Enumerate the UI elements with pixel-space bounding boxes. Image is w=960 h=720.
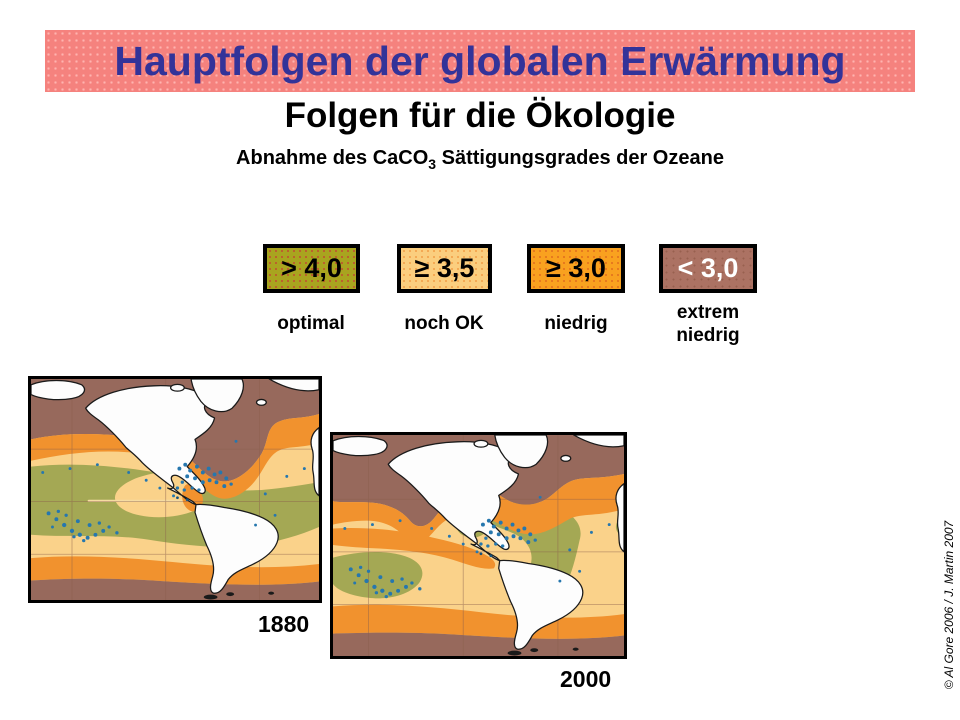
slide-header-bar: Hauptfolgen der globalen Erwärmung [45,30,915,92]
map-year-label-1880: 1880 [258,611,310,637]
caption-line: Abnahme des CaCO3 Sättigungsgrades der O… [0,147,960,172]
page-title: Hauptfolgen der globalen Erwärmung [114,37,846,84]
legend-label-extrem-niedrig: extrem niedrig [676,302,740,346]
caption-pre: Abnahme des CaCO [236,147,429,169]
caption-subscript: 3 [428,156,437,172]
legend-swatch-niedrig: ≥ 3,0 [527,244,625,293]
map-1880-graphic [31,379,319,600]
map-2000 [330,432,627,659]
map-2000-graphic [333,435,624,656]
legend-swatch-noch-ok: ≥ 3,5 [397,244,492,293]
caption-post: Sättigungsgrades der Ozeane [436,147,724,169]
legend-label-niedrig: niedrig [544,313,608,334]
legend-label-optimal: optimal [277,313,345,334]
map-year-label-2000: 2000 [560,666,612,692]
legend-swatch-extrem-niedrig: < 3,0 [659,244,757,293]
legend-swatch-optimal: > 4,0 [263,244,360,293]
section-subtitle: Folgen für die Ökologie [284,96,676,135]
map-1880 [28,376,322,603]
copyright-credit: © Al Gore 2006 / J. Martin 2007 [942,520,956,690]
legend-label-noch-ok: noch OK [404,313,484,334]
